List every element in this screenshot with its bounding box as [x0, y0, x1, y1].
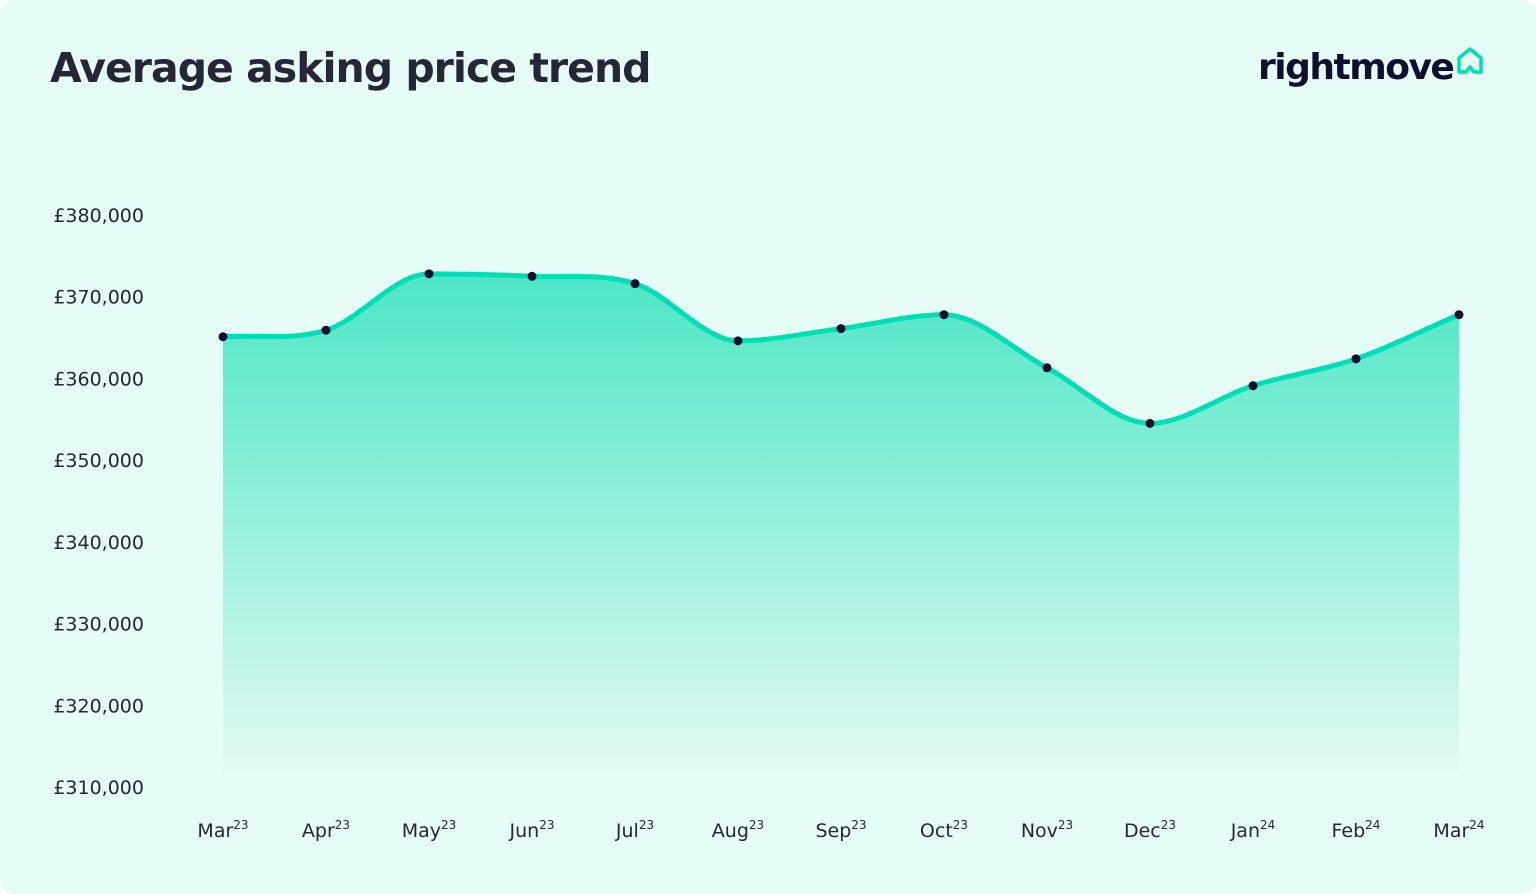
x-tick-label: Oct23	[920, 818, 968, 842]
y-tick-label: £370,000	[53, 287, 144, 309]
data-point	[1042, 363, 1052, 373]
y-tick-label: £310,000	[53, 777, 144, 799]
area-fill	[223, 273, 1459, 772]
chart-title: Average asking price trend	[50, 44, 651, 92]
data-point	[836, 324, 846, 334]
x-tick-label: Jan24	[1230, 818, 1276, 842]
data-point	[733, 336, 743, 346]
y-tick-label: £330,000	[53, 614, 144, 636]
y-tick-label: £380,000	[53, 205, 144, 227]
x-tick-label: Feb24	[1332, 818, 1381, 842]
x-tick-label: Dec23	[1124, 818, 1176, 842]
y-tick-label: £320,000	[53, 695, 144, 717]
y-tick-label: £340,000	[53, 532, 144, 554]
data-point	[218, 332, 228, 342]
x-tick-label: Mar23	[197, 818, 248, 842]
data-point	[630, 279, 640, 289]
x-tick-label: Jul23	[615, 818, 654, 842]
x-tick-label: Apr23	[302, 818, 350, 842]
data-point	[424, 269, 434, 279]
data-point	[1454, 310, 1464, 320]
data-point	[527, 271, 537, 281]
house-icon	[1457, 47, 1484, 74]
rightmove-logo: rightmove	[1258, 46, 1485, 90]
y-tick-label: £350,000	[53, 450, 144, 472]
data-point	[321, 325, 331, 335]
x-tick-label: Jun23	[509, 818, 555, 842]
x-tick-label: May23	[402, 818, 457, 842]
logo-wordmark: rightmove	[1258, 47, 1455, 88]
x-tick-label: Nov23	[1021, 818, 1073, 842]
y-tick-label: £360,000	[53, 368, 144, 390]
data-point	[1145, 418, 1155, 428]
x-tick-label: Aug23	[712, 818, 764, 842]
x-tick-label: Sep23	[815, 818, 866, 842]
x-tick-label: Mar24	[1433, 818, 1484, 842]
data-point	[1351, 354, 1361, 364]
data-point	[1248, 381, 1258, 391]
data-point	[939, 310, 949, 320]
